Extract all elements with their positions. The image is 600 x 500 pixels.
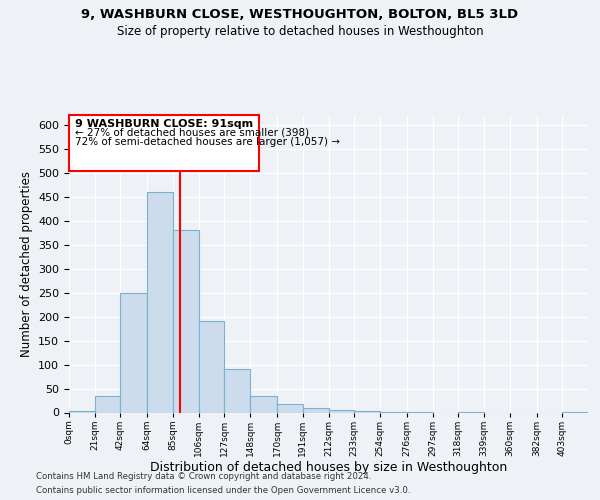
Bar bbox=[224, 370, 250, 412]
X-axis label: Distribution of detached houses by size in Westhoughton: Distribution of detached houses by size … bbox=[150, 462, 507, 474]
Bar bbox=[199, 322, 224, 412]
Text: Contains HM Land Registry data © Crown copyright and database right 2024.: Contains HM Land Registry data © Crown c… bbox=[36, 472, 371, 481]
Bar bbox=[250, 396, 277, 412]
Bar bbox=[95, 396, 121, 412]
Text: Contains public sector information licensed under the Open Government Licence v3: Contains public sector information licen… bbox=[36, 486, 410, 495]
Bar bbox=[69, 411, 95, 412]
Bar bbox=[148, 192, 173, 412]
Bar bbox=[277, 404, 303, 412]
Bar bbox=[173, 230, 199, 412]
Bar bbox=[121, 292, 148, 412]
Bar bbox=[303, 408, 329, 412]
Text: 72% of semi-detached houses are larger (1,057) →: 72% of semi-detached houses are larger (… bbox=[75, 136, 340, 146]
FancyBboxPatch shape bbox=[69, 114, 259, 171]
Y-axis label: Number of detached properties: Number of detached properties bbox=[20, 171, 32, 357]
Text: ← 27% of detached houses are smaller (398): ← 27% of detached houses are smaller (39… bbox=[75, 128, 309, 138]
Bar bbox=[329, 410, 354, 412]
Text: 9 WASHBURN CLOSE: 91sqm: 9 WASHBURN CLOSE: 91sqm bbox=[75, 120, 253, 130]
Text: Size of property relative to detached houses in Westhoughton: Size of property relative to detached ho… bbox=[116, 25, 484, 38]
Text: 9, WASHBURN CLOSE, WESTHOUGHTON, BOLTON, BL5 3LD: 9, WASHBURN CLOSE, WESTHOUGHTON, BOLTON,… bbox=[82, 8, 518, 20]
Bar bbox=[354, 411, 380, 412]
